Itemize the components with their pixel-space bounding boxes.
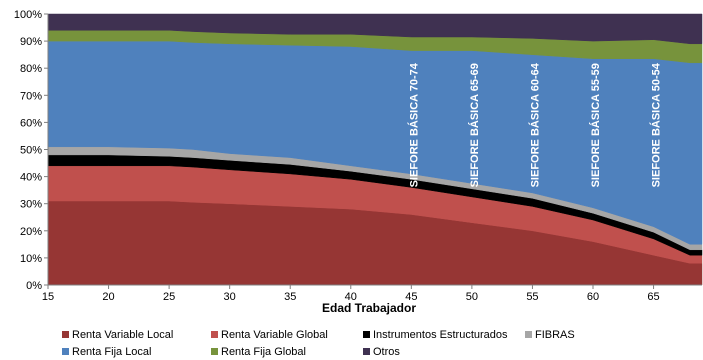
legend-item-instrumentos-estructurados: Instrumentos Estructurados	[363, 329, 525, 341]
annotation-siefore-basica-50-54: SIEFORE BÁSICA 50-54	[650, 62, 663, 187]
legend-swatch	[211, 348, 218, 355]
annotation-siefore-basica-60-64: SIEFORE BÁSICA 60-64	[529, 62, 542, 187]
legend-label: Renta Variable Global	[221, 328, 328, 341]
y-tick-label: 80%	[20, 63, 42, 75]
legend-swatch	[62, 348, 69, 355]
legend-label: Renta Fija Global	[221, 345, 306, 358]
legend: Renta Variable Local Renta Variable Glob…	[62, 326, 702, 360]
y-tick-label: 10%	[20, 253, 42, 265]
legend-label: FIBRAS	[535, 328, 575, 341]
x-tick-label: 60	[587, 291, 599, 303]
y-tick-label: 70%	[20, 90, 42, 102]
legend-item-renta-fija-local: Renta Fija Local	[62, 346, 211, 358]
x-tick-label: 40	[345, 291, 357, 303]
area-otros	[47, 13, 703, 45]
x-tick-label: 45	[405, 291, 417, 303]
legend-row: Renta Fija Local Renta Fija Global Otros	[62, 343, 702, 360]
x-tick-label: 15	[42, 291, 54, 303]
x-tick-label: 30	[224, 291, 236, 303]
legend-swatch	[363, 348, 370, 355]
y-tick-label: 100%	[14, 9, 42, 21]
y-tick-label: 30%	[20, 199, 42, 211]
annotation-siefore-basica-65-69: SIEFORE BÁSICA 65-69	[468, 63, 481, 187]
legend-swatch	[363, 331, 370, 338]
legend-item-renta-variable-local: Renta Variable Local	[62, 329, 211, 341]
y-tick-label: 90%	[20, 36, 42, 48]
legend-row: Renta Variable Local Renta Variable Glob…	[62, 326, 702, 343]
legend-item-renta-fija-global: Renta Fija Global	[211, 346, 363, 358]
legend-swatch	[211, 331, 218, 338]
legend-item-renta-variable-global: Renta Variable Global	[211, 329, 363, 341]
legend-swatch	[62, 331, 69, 338]
legend-item-otros: Otros	[363, 346, 400, 358]
y-tick-label: 0%	[26, 280, 42, 292]
y-tick-label: 50%	[20, 145, 42, 157]
y-tick-label: 20%	[20, 226, 42, 238]
legend-label: Otros	[373, 345, 400, 358]
chart-svg: SIEFORE BÁSICA 70-74 SIEFORE BÁSICA 65-69…	[14, 9, 703, 315]
x-tick-label: 20	[102, 291, 114, 303]
legend-item-fibras: FIBRAS	[525, 329, 575, 341]
axes: 0% 10% 20% 30% 40% 50% 60% 70% 80% 90% 100% 15 20 25 3…	[14, 9, 702, 303]
x-tick-label: 65	[647, 291, 659, 303]
x-tick-label: 35	[284, 291, 296, 303]
x-tick-label: 25	[163, 291, 175, 303]
annotation-siefore-basica-55-59: SIEFORE BÁSICA 55-59	[589, 63, 602, 187]
legend-label: Renta Fija Local	[72, 345, 152, 358]
legend-label: Instrumentos Estructurados	[373, 328, 508, 341]
annotation-siefore-basica-70-74: SIEFORE BÁSICA 70-74	[407, 62, 420, 187]
x-tick-label: 50	[466, 291, 478, 303]
stacked-areas	[47, 13, 703, 286]
y-tick-label: 40%	[20, 172, 42, 184]
x-tick-label: 55	[526, 291, 538, 303]
x-axis-label: Edad Trabajador	[322, 301, 416, 315]
y-tick-label: 60%	[20, 117, 42, 129]
legend-label: Renta Variable Local	[72, 328, 174, 341]
legend-swatch	[525, 331, 532, 338]
annotation-labels: SIEFORE BÁSICA 70-74 SIEFORE BÁSICA 65-69…	[407, 62, 662, 187]
